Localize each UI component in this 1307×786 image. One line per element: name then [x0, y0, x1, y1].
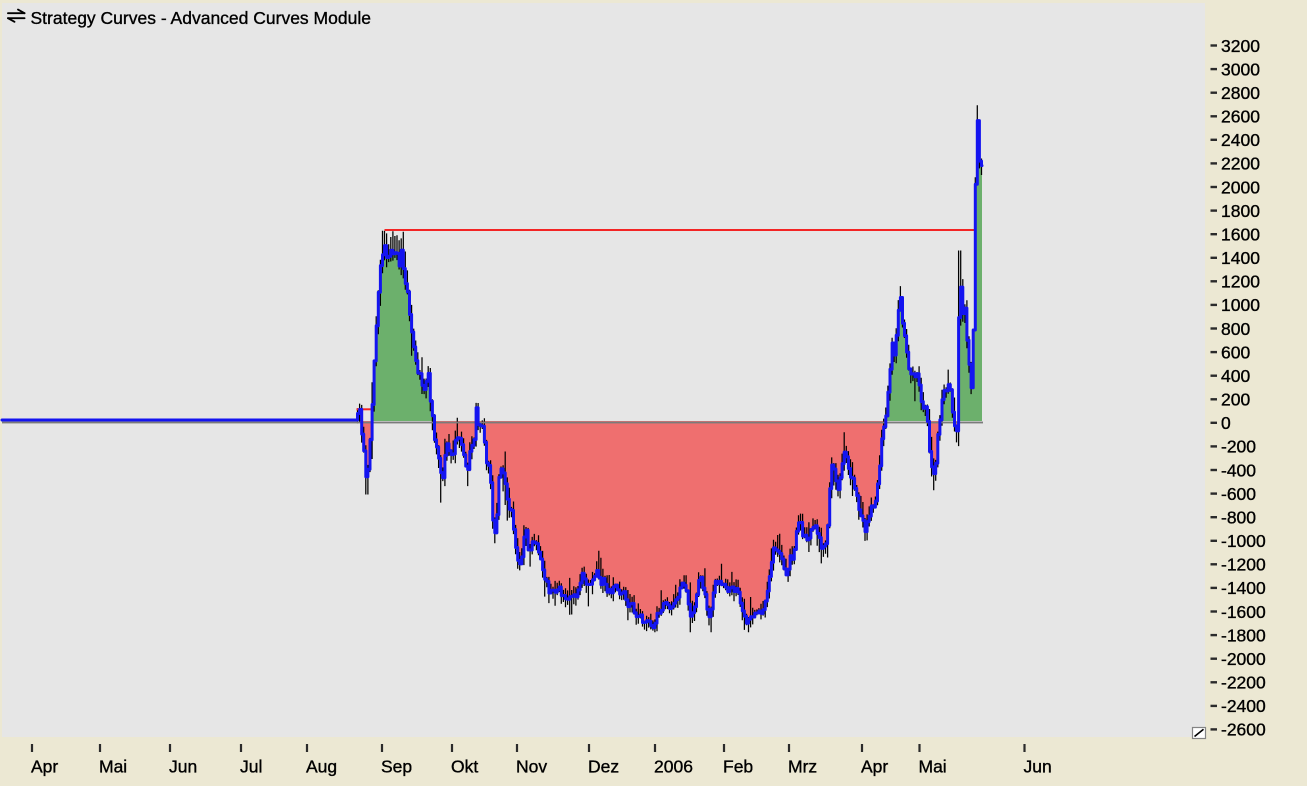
svg-text:600: 600: [1221, 342, 1250, 362]
svg-text:2200: 2200: [1221, 154, 1260, 174]
svg-text:2006: 2006: [654, 757, 693, 777]
svg-text:Apr: Apr: [861, 757, 888, 777]
svg-text:Mrz: Mrz: [788, 757, 817, 777]
svg-text:Jul: Jul: [240, 757, 262, 777]
svg-text:1200: 1200: [1221, 272, 1260, 292]
svg-text:3000: 3000: [1221, 59, 1260, 79]
svg-text:Apr: Apr: [31, 757, 58, 777]
svg-text:-600: -600: [1221, 484, 1256, 504]
svg-text:-1400: -1400: [1221, 578, 1266, 598]
svg-text:-800: -800: [1221, 508, 1256, 528]
svg-text:800: 800: [1221, 319, 1250, 339]
svg-text:-2400: -2400: [1221, 696, 1266, 716]
svg-text:Feb: Feb: [723, 757, 753, 777]
svg-text:2000: 2000: [1221, 177, 1260, 197]
svg-text:2800: 2800: [1221, 83, 1260, 103]
svg-text:Okt: Okt: [451, 757, 478, 777]
svg-text:Jun: Jun: [1024, 757, 1052, 777]
svg-text:Mai: Mai: [919, 757, 947, 777]
svg-text:Nov: Nov: [516, 757, 547, 777]
svg-text:1600: 1600: [1221, 225, 1260, 245]
svg-text:400: 400: [1221, 366, 1250, 386]
svg-text:1000: 1000: [1221, 295, 1260, 315]
svg-text:-200: -200: [1221, 437, 1256, 457]
svg-text:-2600: -2600: [1221, 720, 1266, 740]
svg-text:-2000: -2000: [1221, 649, 1266, 669]
svg-text:Jun: Jun: [169, 757, 197, 777]
svg-text:Aug: Aug: [306, 757, 337, 777]
svg-text:Sep: Sep: [381, 757, 412, 777]
svg-text:-1000: -1000: [1221, 531, 1266, 551]
svg-text:2600: 2600: [1221, 107, 1260, 127]
svg-text:1400: 1400: [1221, 248, 1260, 268]
svg-text:Dez: Dez: [588, 757, 619, 777]
svg-text:1800: 1800: [1221, 201, 1260, 221]
svg-text:2400: 2400: [1221, 130, 1260, 150]
svg-text:-1200: -1200: [1221, 555, 1266, 575]
svg-text:0: 0: [1221, 413, 1231, 433]
svg-text:3200: 3200: [1221, 36, 1260, 56]
svg-text:-1800: -1800: [1221, 625, 1266, 645]
svg-text:-400: -400: [1221, 460, 1256, 480]
svg-text:Mai: Mai: [99, 757, 127, 777]
svg-text:-2200: -2200: [1221, 673, 1266, 693]
svg-text:Strategy Curves - Advanced Cur: Strategy Curves - Advanced Curves Module: [31, 8, 371, 28]
svg-text:200: 200: [1221, 390, 1250, 410]
svg-text:-1600: -1600: [1221, 602, 1266, 622]
